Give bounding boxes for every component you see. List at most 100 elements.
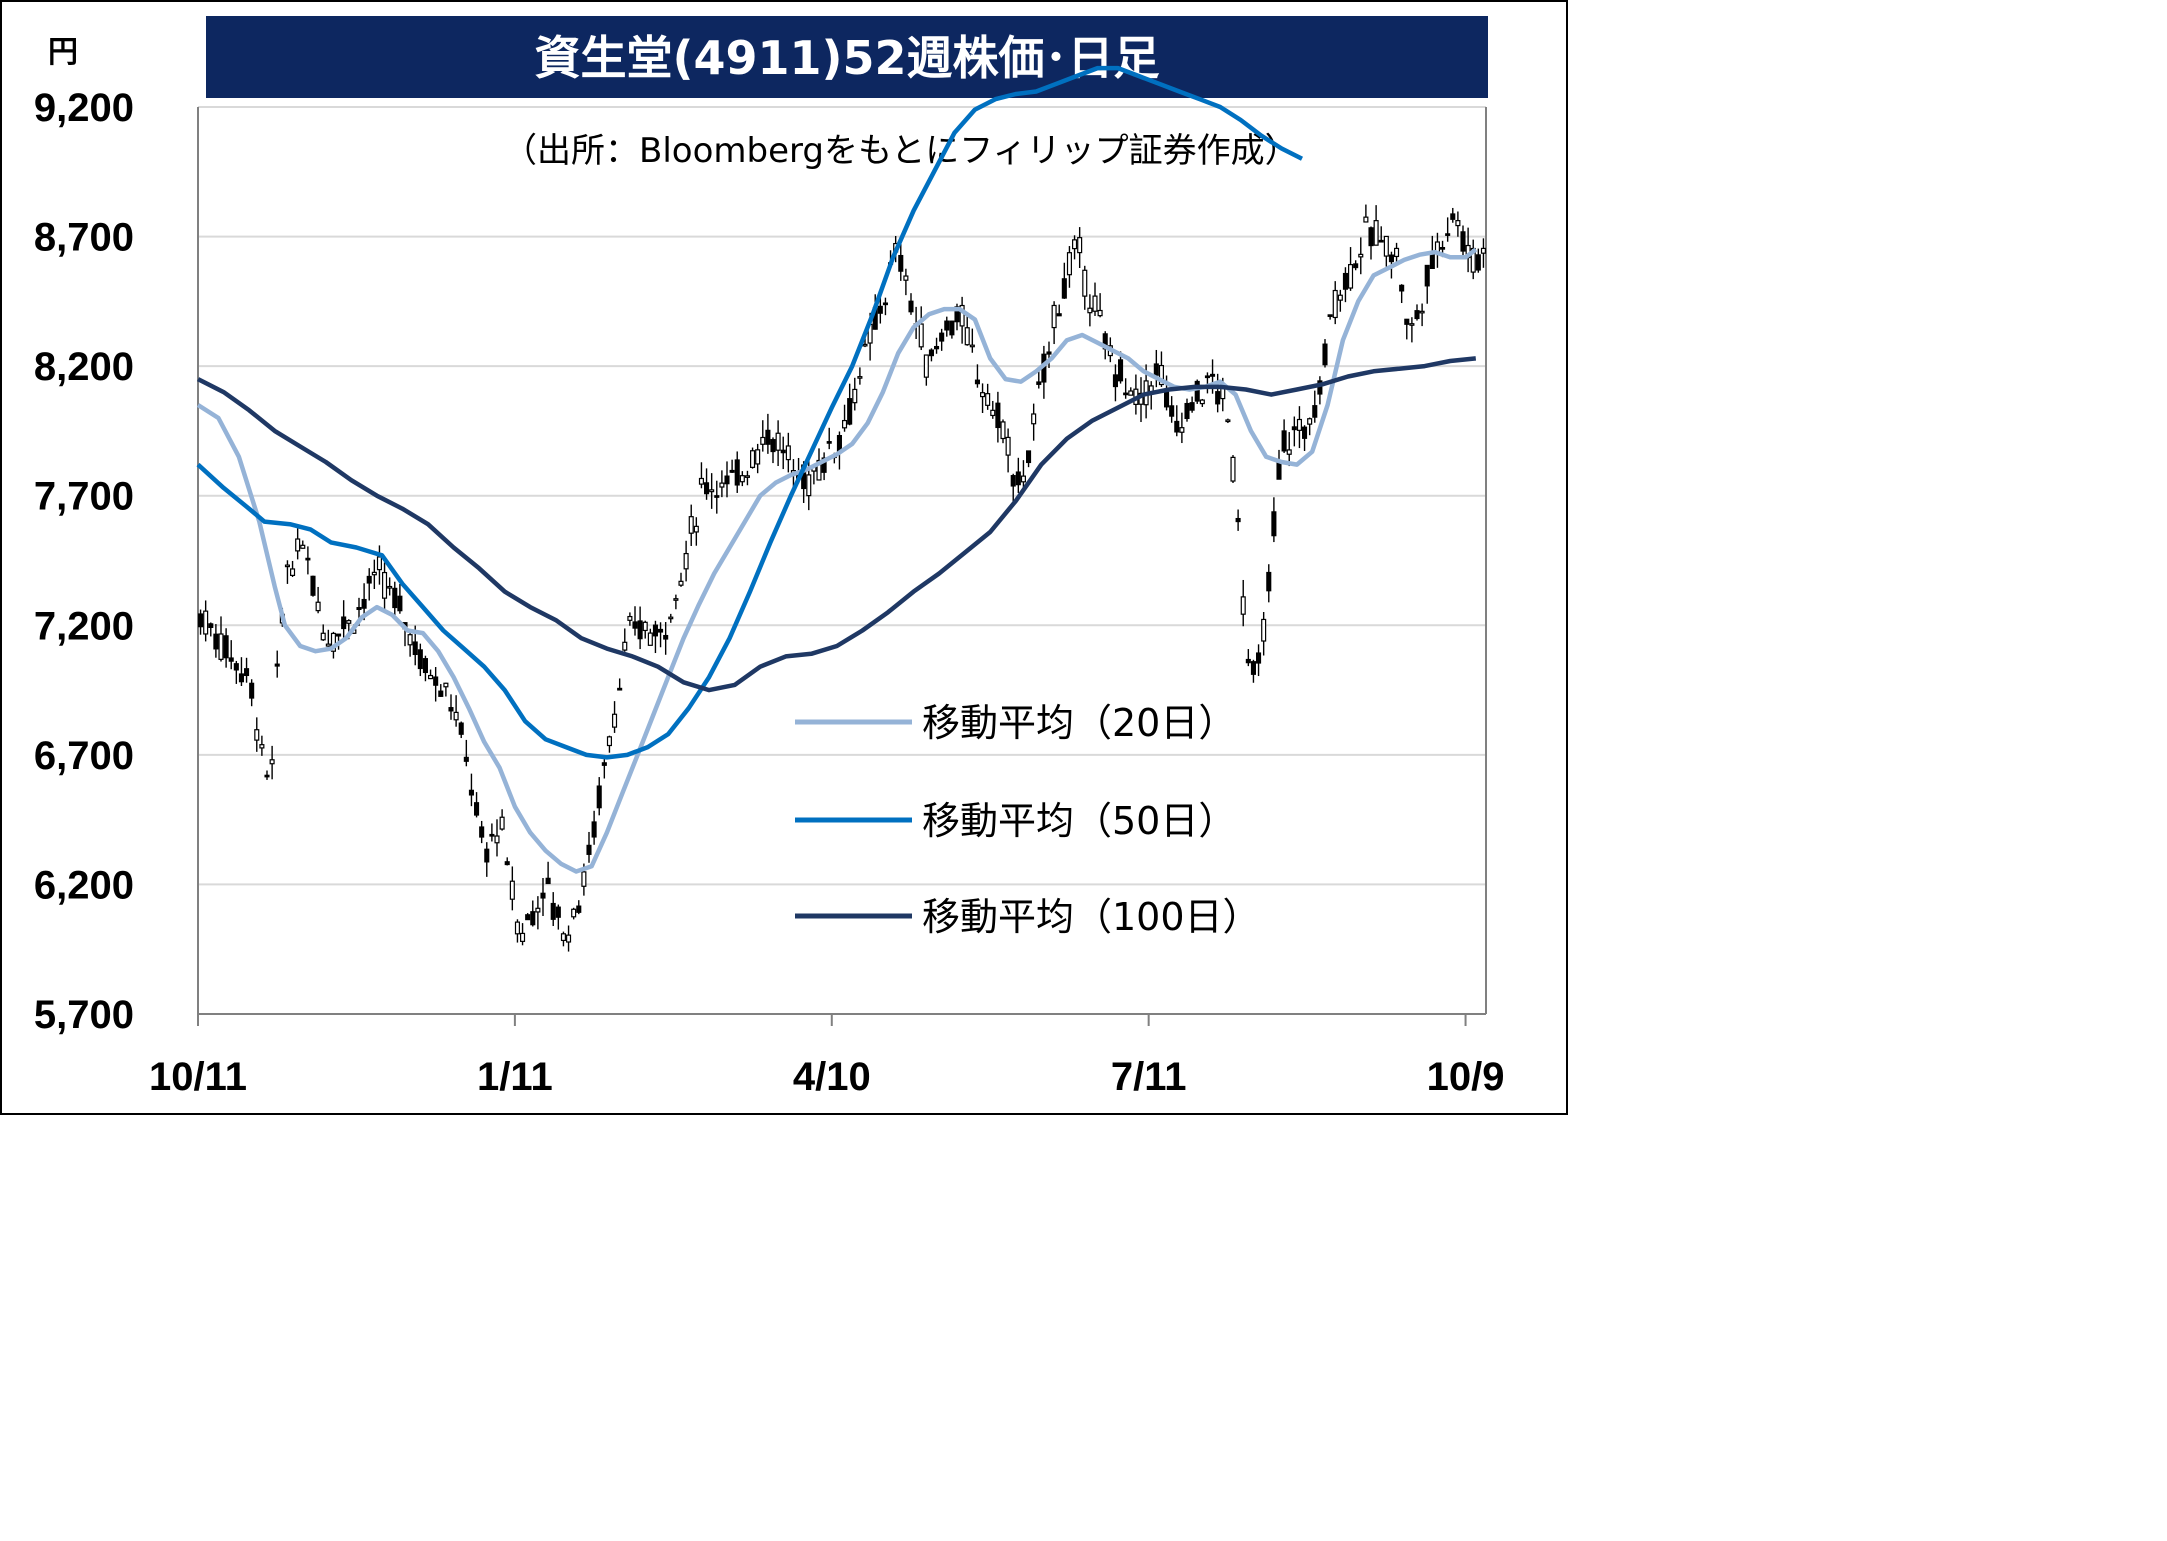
candle	[1184, 398, 1190, 422]
candle-body	[934, 345, 940, 350]
ma-line-ma20	[196, 247, 1478, 874]
candle	[693, 517, 699, 546]
candle-body	[1199, 399, 1205, 405]
candle	[847, 383, 853, 426]
stock-chart: 資生堂(4911)52週株価･日足 円 9,200 8,700 8,200 7,700…	[0, 0, 1568, 1115]
candle-body	[898, 254, 904, 272]
candle-body	[1210, 373, 1216, 377]
y-tick-label-9,200: 9,200	[34, 86, 134, 130]
candle	[1363, 204, 1369, 223]
candle	[1383, 235, 1389, 267]
candle-body	[1414, 310, 1420, 320]
x-tick-labels: 10/11 1/11 4/10 7/11 10/9	[149, 1055, 1504, 1099]
candle-body	[325, 643, 331, 647]
candle	[939, 328, 945, 351]
candle-body	[652, 624, 658, 637]
candle	[463, 739, 469, 767]
candle	[550, 892, 556, 927]
candle	[959, 296, 965, 344]
candle	[1199, 398, 1205, 407]
candle-body	[540, 892, 546, 899]
candle-body	[499, 816, 505, 830]
candle-body	[525, 914, 531, 921]
candle-body	[882, 302, 888, 306]
candle	[908, 293, 914, 315]
candle-body	[964, 327, 970, 346]
candle	[504, 857, 510, 866]
candle-body	[739, 475, 745, 483]
candle-body	[770, 439, 776, 453]
candle-body	[555, 906, 561, 918]
candle	[376, 545, 382, 585]
y-tick-label-5,700: 5,700	[34, 993, 134, 1037]
candle	[1087, 294, 1093, 327]
candle-body	[1307, 418, 1313, 425]
candle	[1051, 301, 1057, 345]
candle-body	[903, 275, 909, 281]
candle-body	[1368, 227, 1374, 247]
candle	[591, 810, 597, 845]
candle-body	[1475, 254, 1481, 271]
candle-body	[775, 432, 781, 451]
candle	[305, 546, 311, 575]
candle-body	[438, 690, 444, 697]
candle-body	[1015, 471, 1021, 486]
candle	[1092, 282, 1098, 316]
candle-body	[1240, 596, 1246, 615]
candle	[1291, 416, 1297, 447]
candle-body	[494, 835, 500, 844]
candle	[709, 473, 715, 509]
candle	[540, 878, 546, 917]
candle	[1261, 611, 1267, 656]
legend-label-ma20: 移動平均（20日）	[922, 701, 1236, 745]
candle	[637, 606, 643, 650]
candle	[1082, 265, 1088, 310]
candle-body	[1077, 237, 1083, 254]
candle-body	[923, 354, 929, 378]
candle-body	[1266, 571, 1272, 592]
candle	[898, 242, 904, 281]
candle	[964, 315, 970, 346]
candle	[525, 913, 531, 921]
x-tick-label-10/11: 10/11	[149, 1055, 247, 1099]
candle	[274, 650, 280, 678]
candle	[596, 777, 602, 816]
candle-body	[310, 575, 316, 596]
candle-body	[463, 756, 469, 762]
candle	[1480, 238, 1486, 268]
candle	[750, 447, 756, 469]
candle	[474, 792, 480, 818]
candle-body	[980, 392, 986, 398]
candle	[857, 367, 863, 385]
candle	[484, 842, 490, 877]
candle	[310, 575, 316, 597]
candle-body	[1250, 661, 1256, 675]
candle	[320, 624, 326, 641]
candle	[499, 809, 505, 831]
candle-body	[826, 441, 832, 444]
candle-body	[300, 544, 306, 549]
candle-body	[642, 621, 648, 632]
candle-body	[361, 598, 367, 609]
candle	[1373, 205, 1379, 246]
candle	[560, 931, 566, 947]
candle	[458, 721, 464, 739]
candle-body	[530, 911, 536, 926]
candle-body	[944, 320, 950, 331]
candle	[1271, 497, 1277, 543]
candle	[785, 432, 791, 473]
candle-body	[1404, 318, 1410, 325]
candle	[882, 297, 888, 316]
candle	[1194, 379, 1200, 404]
candle	[1169, 396, 1175, 423]
candle-body	[1128, 390, 1134, 396]
candle-body	[918, 323, 924, 348]
candle	[555, 904, 561, 930]
candle-body	[1348, 264, 1354, 289]
candle-body	[1235, 517, 1241, 523]
candle-body	[1061, 278, 1067, 299]
candle-body	[387, 585, 393, 589]
candle-body	[1092, 295, 1098, 312]
candle	[985, 383, 991, 410]
candle-body	[847, 398, 853, 425]
